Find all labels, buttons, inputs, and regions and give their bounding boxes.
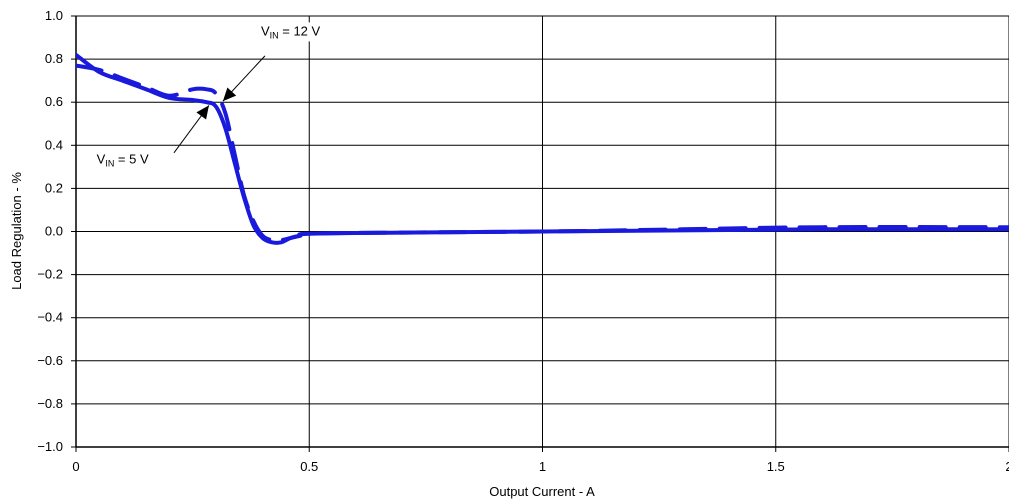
x-tick-label: 2 <box>1005 459 1009 474</box>
y-tick-label: −0.6 <box>37 353 63 368</box>
label-main: V <box>261 23 270 38</box>
x-tick-label: 0.5 <box>300 459 318 474</box>
axes <box>71 15 1009 452</box>
x-axis-title: Output Current - A <box>489 484 595 499</box>
y-tick-label: 0.2 <box>45 180 63 195</box>
y-tick-label: −0.8 <box>37 396 63 411</box>
annotation-arrow-head <box>196 105 209 120</box>
label-main: V <box>97 152 106 167</box>
y-tick-label: 0.6 <box>45 94 63 109</box>
y-tick-label: −0.4 <box>37 310 63 325</box>
y-tick-label: 0.0 <box>45 224 63 239</box>
y-tick-label: 0.8 <box>45 51 63 66</box>
y-tick-label: 0.4 <box>45 137 63 152</box>
label-rest: = 12 V <box>279 23 321 38</box>
label-subscript: IN <box>105 159 114 169</box>
annotation-arrow-head <box>222 87 237 102</box>
y-axis-title: Load Regulation - % <box>9 172 24 290</box>
label-background <box>257 22 324 42</box>
y-tick-label: −1.0 <box>37 439 63 454</box>
x-tick-label: 0 <box>72 459 79 474</box>
series-layer <box>76 52 1009 245</box>
y-tick-label: 1.0 <box>45 8 63 23</box>
tick-labels: 1.0 0.8 0.6 0.4 0.2 0.0 −0.2 −0.4 −0.6 −0.8 −1.0 0 0… <box>37 8 1009 474</box>
label-rest: = 5 V <box>114 152 149 167</box>
x-tick-label: 1.5 <box>767 459 785 474</box>
x-tick-label: 1 <box>539 459 546 474</box>
label-background <box>93 150 152 170</box>
series-label-vin-12v: VIN = 12 V <box>261 23 321 40</box>
series-label-vin-5v: VIN = 5 V <box>97 152 149 169</box>
label-subscript: IN <box>270 30 279 40</box>
y-tick-label: −0.2 <box>37 267 63 282</box>
series-line-vin-12v <box>76 63 1009 243</box>
